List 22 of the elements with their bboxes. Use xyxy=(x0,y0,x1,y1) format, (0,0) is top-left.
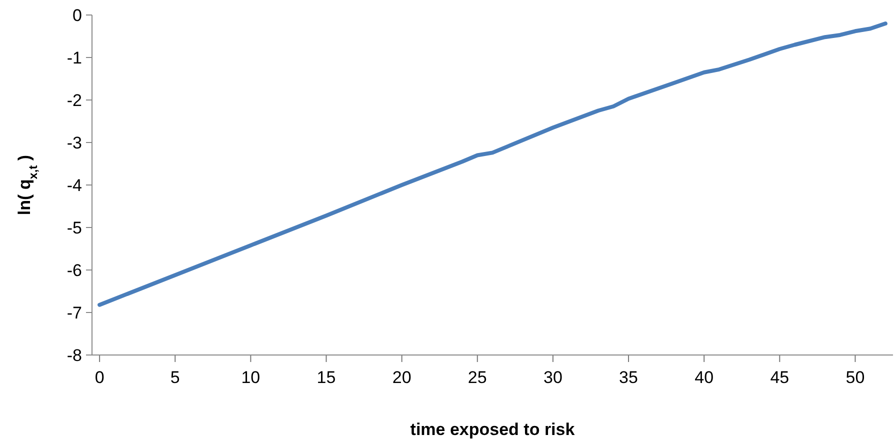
x-tick-label: 20 xyxy=(392,368,412,387)
x-tick-label: 10 xyxy=(241,368,260,387)
y-tick-label: -8 xyxy=(66,346,82,365)
y-tick-label: -1 xyxy=(66,48,82,68)
y-tick-label: 0 xyxy=(72,6,82,25)
y-tick-label: -7 xyxy=(66,303,82,322)
y-tick-label: -2 xyxy=(66,90,82,110)
y-tick-label: -6 xyxy=(66,260,82,280)
x-tick-label: 0 xyxy=(94,368,104,387)
x-tick-label: 45 xyxy=(770,368,790,387)
x-tick-label: 30 xyxy=(543,368,562,387)
y-tick-label: -4 xyxy=(66,176,82,195)
x-tick-label: 35 xyxy=(619,368,638,387)
y-tick-label: -5 xyxy=(66,218,82,238)
x-tick-label: 5 xyxy=(170,368,180,387)
y-tick-label: -3 xyxy=(66,133,82,152)
x-tick-label: 25 xyxy=(468,368,487,387)
x-tick-label: 40 xyxy=(694,368,714,387)
x-axis-title: time exposed to risk xyxy=(410,420,576,439)
line-series xyxy=(98,22,888,307)
x-tick-label: 50 xyxy=(846,368,865,387)
x-tick-label: 15 xyxy=(316,368,336,387)
